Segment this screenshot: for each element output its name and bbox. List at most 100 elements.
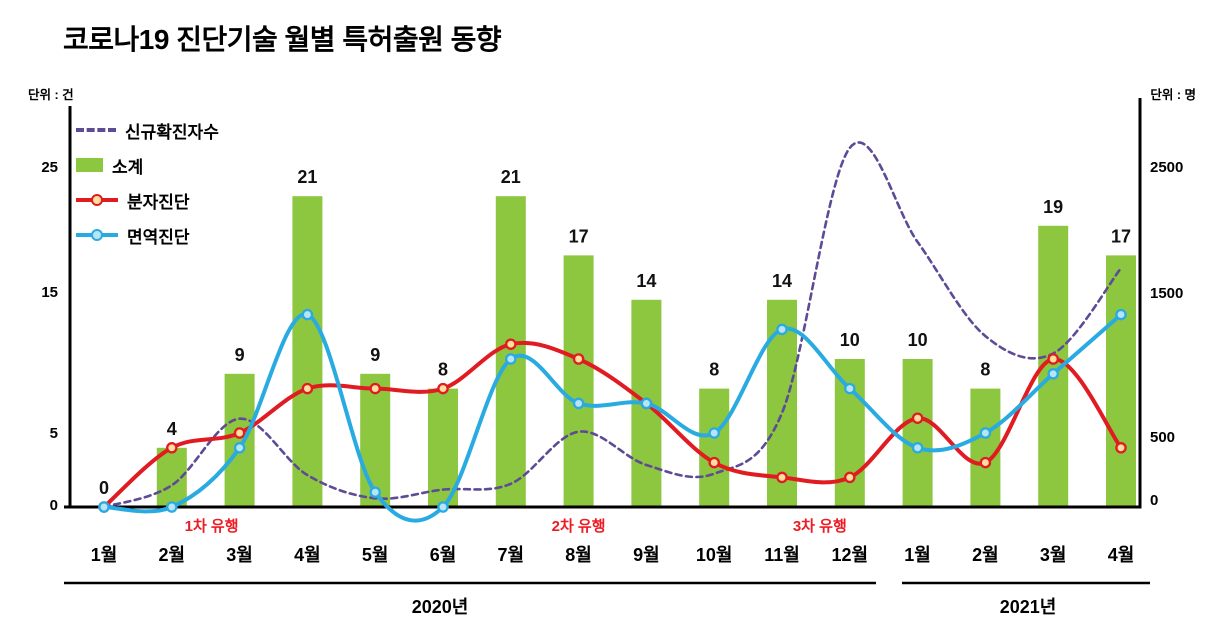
month-label: 8월 [565,545,592,565]
marker-immuno [369,486,381,498]
y-tick-right: 2500 [1150,159,1183,176]
marker-molecular [437,382,449,395]
marker-immuno [301,308,314,321]
right-axis-unit-label: 단위 : 명 [1150,88,1196,102]
line-marker-swatch-icon [76,229,118,241]
marker-molecular [979,456,992,469]
bar-value-label: 21 [297,167,317,187]
bar-value-label: 14 [636,271,656,291]
bar [902,359,933,507]
marker-molecular [505,338,517,350]
marker-immuno [979,427,992,439]
legend-label: 소계 [112,157,144,177]
y-tick-left: 0 [50,497,58,514]
legend-marker-dot-icon [91,229,103,241]
bar [360,373,391,507]
bar-value-label: 10 [908,330,928,350]
bar-value-label: 9 [235,345,245,365]
month-label: 6월 [430,545,457,565]
marker-molecular [776,471,788,484]
bar-swatch-icon [76,158,103,172]
y-tick-right: 1500 [1150,285,1183,302]
bar [970,388,1001,507]
wave-annotation: 1차 유행 [185,518,239,535]
year-label: 2020년 [412,597,469,617]
page-title: 코로나19 진단기술 월별 특허출원 동향 [63,24,502,55]
bar-value-label: 17 [569,226,589,246]
y-tick-left: 5 [50,425,58,442]
month-label: 1월 [904,545,931,565]
bar-value-label: 4 [167,419,177,439]
marker-immuno [233,442,246,454]
bar-value-label: 8 [438,360,448,380]
month-label: 5월 [362,545,389,565]
bar [563,255,594,507]
y-tick-left: 25 [41,159,58,176]
bar-value-label: 8 [980,360,990,380]
wave-annotation: 2차 유행 [552,518,606,535]
marker-immuno [1047,368,1059,380]
month-label: 3월 [226,545,253,565]
marker-molecular [844,471,856,484]
bar-value-label: 0 [99,478,109,498]
line-new-cases [102,141,1123,509]
month-label: 9월 [633,545,660,565]
marker-molecular [1115,442,1127,454]
marker-molecular [708,456,720,469]
marker-immuno [505,353,517,365]
month-label: 4월 [294,545,321,565]
marker-molecular [1047,353,1059,365]
month-label: 2월 [159,545,186,565]
legend-label: 신규확진자수 [125,122,219,142]
bar [699,388,730,507]
marker-immuno [166,501,178,513]
bar [292,196,323,507]
line-marker-swatch-icon [76,194,118,206]
legend-marker-dot-icon [91,194,103,206]
dashed-line-swatch-icon [76,128,116,132]
legend-item-immuno: 면역진단 [76,225,219,247]
month-label: 3월 [1040,545,1067,565]
y-tick-right: 500 [1150,429,1175,446]
marker-immuno [776,323,788,336]
month-label: 7월 [498,545,525,565]
bar-value-label: 8 [709,360,719,380]
legend-item-new-cases: 신규확진자수 [76,120,219,142]
legend-label: 분자진단 [127,192,190,212]
marker-molecular [233,427,246,439]
marker-molecular [369,382,381,395]
marker-immuno [1115,308,1127,321]
legend-label: 면역진단 [127,227,190,247]
wave-annotation: 3차 유행 [793,518,847,535]
bar [428,388,458,507]
month-label: 11월 [764,545,800,565]
bar-value-label: 19 [1043,197,1063,217]
legend-item-subtotal: 소계 [76,155,219,177]
legend-item-molecular: 분자진단 [76,190,219,212]
marker-molecular [166,442,178,454]
month-label: 2월 [972,545,999,565]
line-immuno [102,312,1123,523]
marker-immuno [911,442,924,454]
marker-molecular [572,353,585,365]
marker-immuno [98,501,110,513]
marker-molecular [911,412,924,424]
month-label: 4월 [1108,545,1135,565]
bar [834,359,865,507]
bar-value-label: 21 [501,167,521,187]
marker-immuno [437,501,449,513]
year-label: 2021년 [1000,597,1057,617]
bar [224,373,255,507]
line-molecular [102,340,1123,509]
marker-immuno [640,397,653,410]
bar-value-label: 10 [840,330,860,350]
month-label: 10월 [696,545,733,565]
marker-immuno [572,397,585,410]
bar [1106,255,1136,507]
left-axis-unit-label: 단위 : 건 [28,88,74,102]
month-label: 1월 [91,545,118,565]
chart-legend: 신규확진자수 소계 분자진단 면역진단 [76,120,219,260]
y-tick-left: 15 [41,284,58,301]
